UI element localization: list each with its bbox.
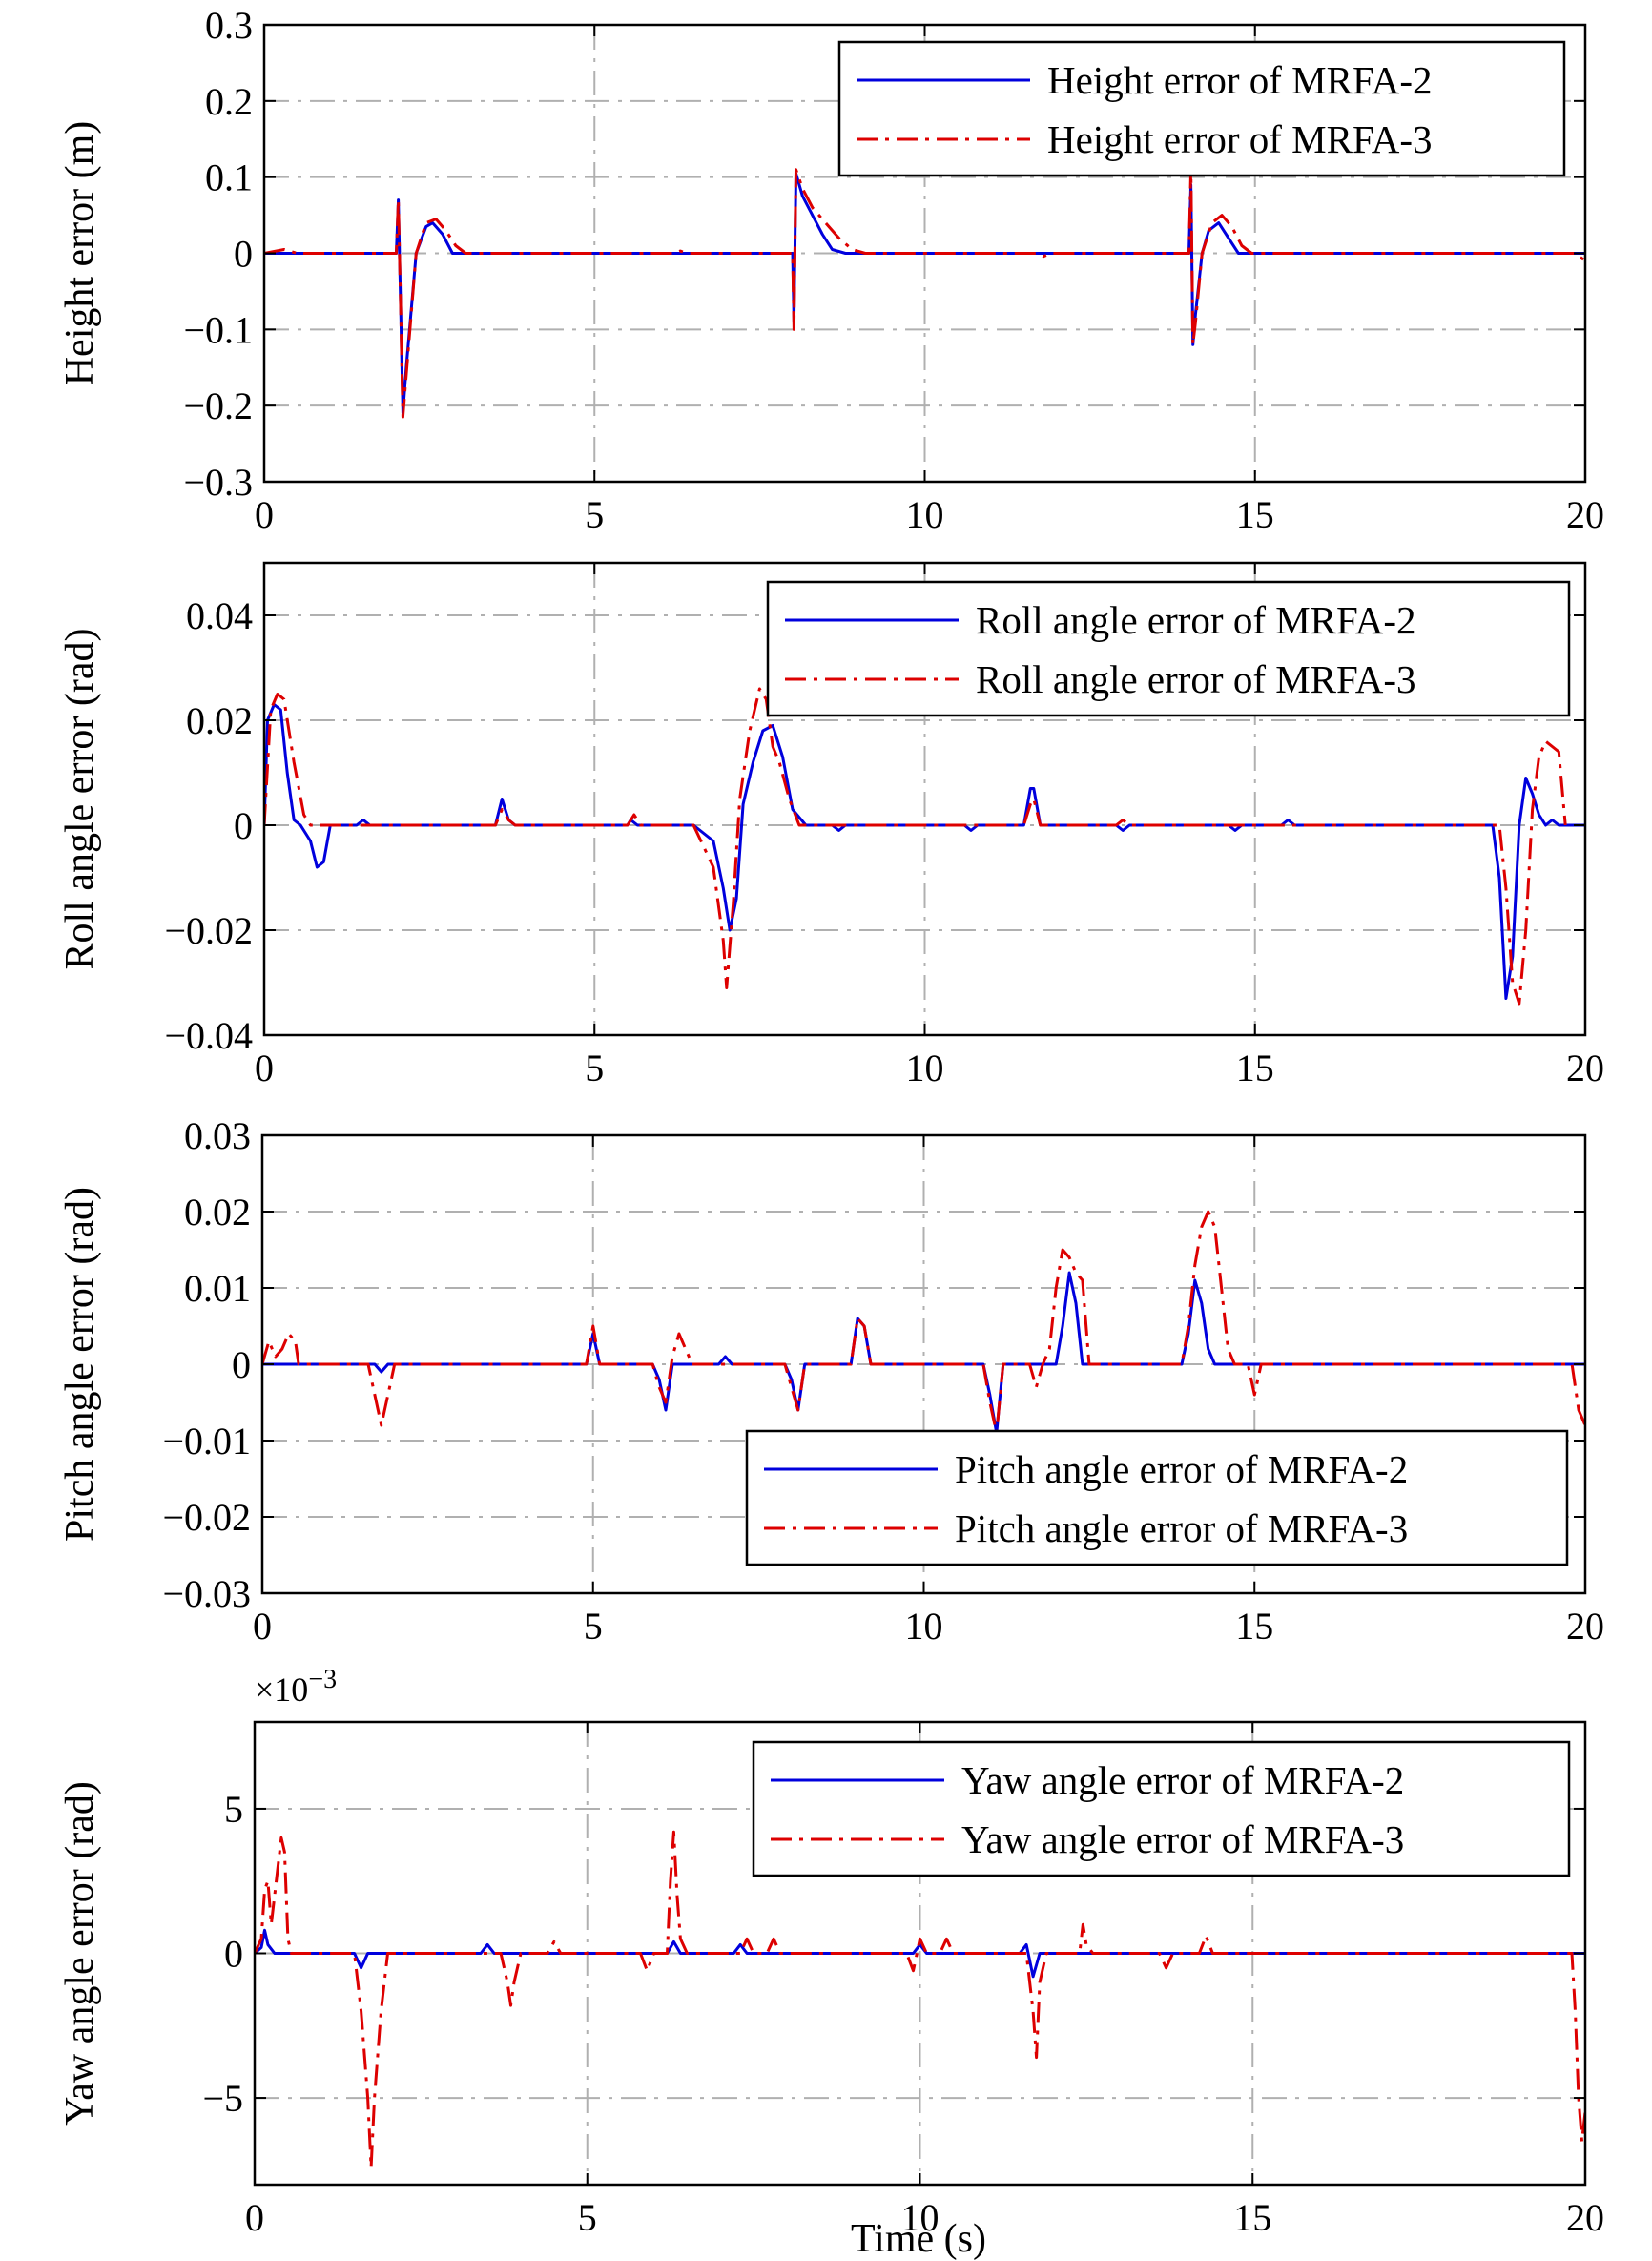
y-tick-label: 0.04 [186,594,253,637]
y-tick-label: 0.02 [186,699,253,742]
y-tick-label: 0 [224,1933,243,1976]
x-tick-label: 10 [906,1047,944,1089]
panel-pitch: 0 5 10 15 20 −0.03 −0.02 −0.01 0 0.01 0.02 0.03 Pitc… [58,1114,1604,1648]
y-tick-label: 0.1 [205,156,253,199]
series-line-2 [264,168,1585,419]
y-tick-label: 0 [234,804,253,847]
y-tick-label: −0.3 [183,461,253,504]
x-tick-label: 10 [901,2196,940,2239]
x-tick-label: 15 [1233,2196,1271,2239]
y-tick-label: −0.03 [162,1572,251,1615]
y-tick-label: 0.3 [205,4,253,47]
y-axis-label: Roll angle error (rad) [58,628,102,969]
y-tick-label: 0.02 [184,1191,251,1234]
y-tick-label: −5 [202,2077,243,2120]
x-tick-label: 20 [1566,1047,1604,1089]
legend-label-1: Pitch angle error of MRFA-2 [955,1447,1408,1491]
x-tick-label: 5 [585,1047,604,1089]
x-tick-label: 15 [1236,493,1274,536]
x-tick-label: 20 [1566,2196,1604,2239]
y-axis-label: Pitch angle error (rad) [58,1187,102,1542]
legend-label-1: Height error of MRFA-2 [1047,58,1432,102]
y-axis-label: Yaw angle error (rad) [58,1781,102,2126]
x-tick-label: 0 [255,493,274,536]
legend-label-2: Roll angle error of MRFA-3 [976,657,1416,701]
y-tick-label: −0.2 [183,384,253,427]
x-tick-label: 0 [255,1047,274,1089]
y-tick-label: 0.2 [205,80,253,123]
series-line-1 [264,703,1585,1000]
y-tick-label: 0.01 [184,1267,251,1310]
y-tick-label: −0.02 [164,909,253,952]
series-line-2 [264,687,1567,1006]
legend-label-2: Height error of MRFA-3 [1047,117,1432,161]
x-tick-label: 10 [906,493,944,536]
y-axis-label: Height error (m) [58,121,102,386]
y-tick-label: −0.02 [162,1496,251,1539]
y-tick-label: −0.1 [183,308,253,351]
x-tick-label: 15 [1235,1605,1273,1648]
x-tick-label: 5 [578,2196,597,2239]
legend-box [745,1429,1569,1566]
x-axis-label: Time (s) [851,2217,986,2261]
legend-box [766,580,1571,717]
y-tick-label: 0 [232,1343,251,1386]
x-tick-label: 5 [584,1605,603,1648]
x-tick-label: 20 [1566,1605,1604,1648]
legend-box [752,1740,1571,1877]
panel-yaw: 0 5 10 15 20 −5 0 5 Yaw angle error (rad) ×10−3 Ya… [58,1665,1604,2239]
legend-label-2: Yaw angle error of MRFA-3 [961,1817,1404,1861]
series-line-2 [262,1210,1585,1435]
y-tick-label: −0.04 [164,1014,253,1057]
panel-height: 0 5 10 15 20 −0.3 −0.2 −0.1 0 0.1 0.2 0.3 Height err… [58,4,1604,536]
x-tick-label: 10 [905,1605,943,1648]
x-tick-label: 0 [253,1605,272,1648]
exponent-superscript: −3 [308,1665,337,1694]
series-line-2 [255,1830,1585,2169]
y-tick-label: −0.01 [162,1420,251,1462]
legend-label-1: Yaw angle error of MRFA-2 [961,1758,1404,1802]
y-tick-label: 0 [234,233,253,276]
series-line-1 [255,1928,1585,1979]
exponent-label: ×10−3 [255,1665,337,1709]
x-tick-label: 20 [1566,493,1604,536]
legend-label-2: Pitch angle error of MRFA-3 [955,1506,1408,1550]
series-line-1 [264,172,1585,415]
y-tick-label: 5 [224,1788,243,1831]
y-tick-label: 0.03 [184,1114,251,1157]
x-tick-label: 5 [585,493,604,536]
x-tick-label: 0 [245,2196,264,2239]
legend-box [837,40,1566,177]
x-tick-label: 15 [1236,1047,1274,1089]
panel-roll: 0 5 10 15 20 −0.04 −0.02 0 0.02 0.04 Roll angle er… [58,561,1604,1089]
legend-label-1: Roll angle error of MRFA-2 [976,598,1416,642]
